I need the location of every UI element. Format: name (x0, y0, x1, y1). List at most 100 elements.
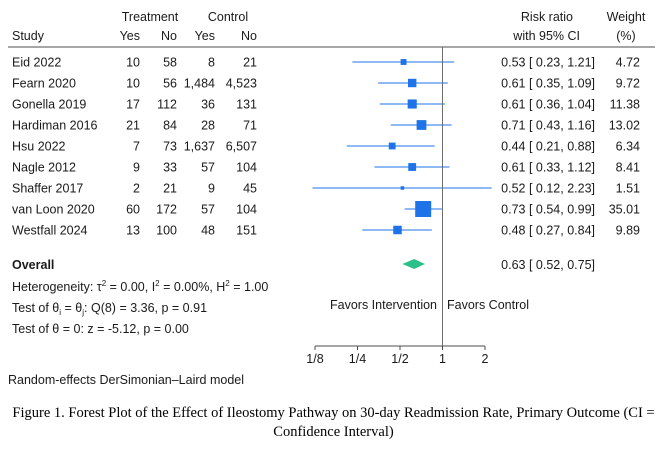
study-name: Gonella 2019 (12, 98, 86, 112)
risk-ratio-ci-value: 0.53 [ 0.23, 1.21] (501, 56, 595, 70)
study-name: Fearn 2020 (12, 77, 76, 91)
control-no-value: 151 (236, 224, 257, 238)
point-estimate-square (400, 186, 405, 190)
control-no-value: 104 (236, 203, 257, 217)
weight-value: 9.72 (616, 77, 640, 91)
treatment-yes-value: 9 (133, 161, 140, 175)
study-name: Westfall 2024 (12, 224, 88, 238)
treatment-no-value: 100 (156, 224, 177, 238)
treatment-yes-value: 10 (126, 56, 140, 70)
point-estimate-square (415, 201, 432, 217)
x-tick-label: 1/4 (349, 352, 366, 366)
control-no-value: 4,523 (226, 77, 257, 91)
homogeneity-test-text: Test of θi = θj: Q(8) = 3.36, p = 0.91 (12, 301, 207, 317)
treatment-no-value: 112 (157, 98, 177, 112)
point-estimate-square (416, 120, 427, 130)
treatment-yes-value: 21 (126, 119, 140, 133)
treatment-yes-value: 2 (133, 182, 140, 196)
weight-value: 8.41 (616, 161, 640, 175)
x-tick-label: 1/2 (391, 352, 408, 366)
treatment-no-value: 33 (163, 161, 177, 175)
x-tick-label: 1 (439, 352, 446, 366)
study-name: Hsu 2022 (12, 140, 66, 154)
weight-value: 9.89 (616, 224, 640, 238)
control-yes-value: 9 (208, 182, 215, 196)
study-name: van Loon 2020 (12, 203, 95, 217)
treatment-yes-value: 60 (126, 203, 140, 217)
treatment-yes-value: 17 (126, 98, 140, 112)
header-ci: with 95% CI (512, 29, 580, 43)
header-treatment: Treatment (122, 10, 179, 24)
statistics: Heterogeneity: τ2 = 0.00, I2 = 0.00%, H2… (12, 279, 268, 336)
header-control-yes: Yes (195, 29, 215, 43)
overall-diamond (402, 259, 425, 269)
header-weight-unit: (%) (616, 29, 635, 43)
control-yes-value: 1,637 (184, 140, 215, 154)
header-control: Control (208, 10, 248, 24)
study-name: Nagle 2012 (12, 161, 76, 175)
control-no-value: 104 (236, 161, 257, 175)
control-no-value: 131 (236, 98, 257, 112)
header-treatment-yes: Yes (120, 29, 140, 43)
treatment-no-value: 172 (156, 203, 177, 217)
control-yes-value: 28 (201, 119, 215, 133)
heterogeneity-text: Heterogeneity: τ2 = 0.00, I2 = 0.00%, H2… (12, 279, 268, 294)
point-estimate-square (400, 59, 407, 65)
overall-row: Overall 0.63 [ 0.52, 0.75] (12, 258, 595, 272)
model-note: Random-effects DerSimonian–Laird model (8, 373, 244, 387)
control-no-value: 21 (243, 56, 257, 70)
weight-value: 6.34 (616, 140, 640, 154)
point-estimate-square (408, 163, 417, 171)
weight-value: 11.38 (610, 98, 640, 112)
header-treatment-no: No (161, 29, 177, 43)
point-estimate-square (407, 78, 417, 88)
header-risk-ratio: Risk ratio (521, 10, 573, 24)
favors-intervention-label: Favors Intervention (330, 298, 437, 312)
risk-ratio-ci-value: 0.61 [ 0.36, 1.04] (501, 98, 595, 112)
overall-label: Overall (12, 258, 54, 272)
treatment-no-value: 58 (163, 56, 177, 70)
study-rows: Eid 2022 10 58 8 21 0.53 [ 0.23, 1.21] 4.72 Fea… (12, 56, 640, 238)
control-yes-value: 48 (201, 224, 215, 238)
header-weight: Weight (607, 10, 646, 24)
control-no-value: 45 (243, 182, 257, 196)
figure-caption: Figure 1. Forest Plot of the Effect of I… (12, 405, 655, 440)
overall-ci-text: 0.63 [ 0.52, 0.75] (501, 258, 595, 272)
point-estimate-square (388, 142, 396, 150)
header-study: Study (12, 29, 45, 43)
treatment-yes-value: 10 (126, 77, 140, 91)
risk-ratio-ci-value: 0.48 [ 0.27, 0.84] (501, 224, 595, 238)
study-name: Eid 2022 (12, 56, 61, 70)
effect-test-text: Test of θ = 0: z = -5.12, p = 0.00 (12, 322, 189, 336)
weight-value: 4.72 (616, 56, 640, 70)
control-yes-value: 57 (201, 203, 215, 217)
control-no-value: 71 (243, 119, 257, 133)
point-estimate-square (393, 225, 402, 235)
study-name: Hardiman 2016 (12, 119, 98, 133)
risk-ratio-ci-value: 0.61 [ 0.33, 1.12] (501, 161, 595, 175)
treatment-no-value: 84 (163, 119, 177, 133)
x-tick-label: 1/8 (306, 352, 323, 366)
control-yes-value: 57 (201, 161, 215, 175)
weight-value: 13.02 (609, 119, 640, 133)
study-name: Shaffer 2017 (12, 182, 83, 196)
column-headers: Treatment Control Study Yes No Yes No Ri… (12, 10, 646, 43)
study-markers (312, 59, 492, 235)
risk-ratio-ci-value: 0.52 [ 0.12, 2.23] (501, 182, 595, 196)
treatment-no-value: 56 (163, 77, 177, 91)
treatment-yes-value: 13 (126, 224, 140, 238)
risk-ratio-ci-value: 0.44 [ 0.21, 0.88] (501, 140, 595, 154)
favors-control-label: Favors Control (447, 298, 529, 312)
control-yes-value: 1,484 (184, 77, 215, 91)
x-tick-label: 2 (482, 352, 489, 366)
control-yes-value: 8 (208, 56, 215, 70)
treatment-no-value: 73 (163, 140, 177, 154)
weight-value: 35.01 (609, 203, 640, 217)
point-estimate-square (407, 99, 417, 109)
header-control-no: No (241, 29, 257, 43)
weight-value: 1.51 (616, 182, 640, 196)
risk-ratio-ci-value: 0.71 [ 0.43, 1.16] (501, 119, 595, 133)
treatment-no-value: 21 (163, 182, 177, 196)
risk-ratio-ci-value: 0.73 [ 0.54, 0.99] (501, 203, 595, 217)
